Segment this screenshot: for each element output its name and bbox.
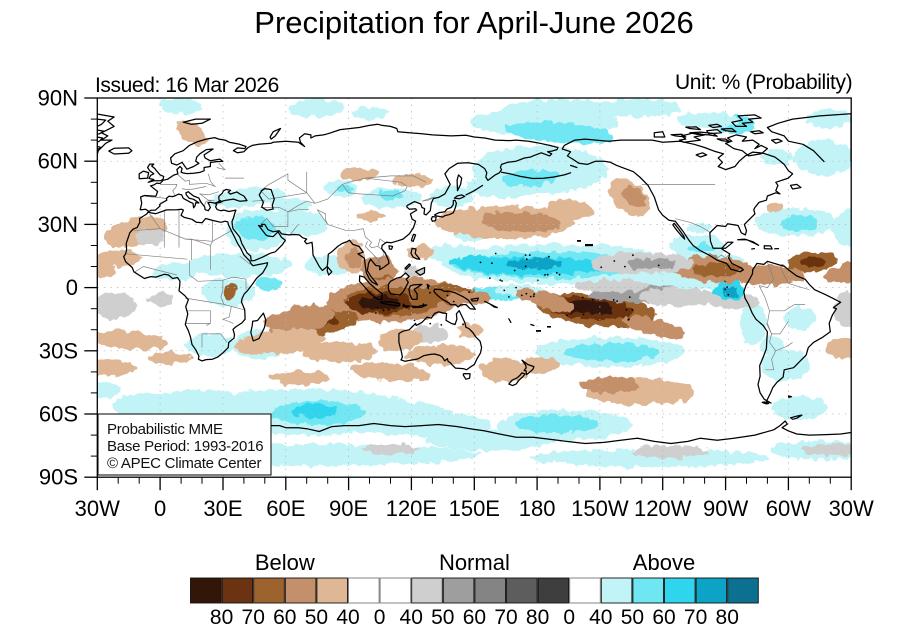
svg-text:Normal: Normal [439,550,510,575]
svg-text:150E: 150E [449,496,500,521]
svg-text:60S: 60S [39,402,78,427]
svg-text:80: 80 [210,606,233,629]
svg-text:70: 70 [684,606,707,629]
svg-text:0: 0 [374,606,386,629]
svg-text:30W: 30W [829,496,874,521]
svg-text:Above: Above [633,550,695,575]
svg-text:30E: 30E [203,496,242,521]
svg-text:Probabilistic MME: Probabilistic MME [107,421,223,438]
svg-text:50: 50 [431,606,454,629]
svg-text:0: 0 [563,606,575,629]
svg-text:80: 80 [526,606,549,629]
svg-text:180: 180 [519,496,556,521]
svg-text:60N: 60N [38,149,78,174]
svg-text:90S: 90S [39,465,78,490]
svg-text:150W: 150W [571,496,629,521]
svg-text:70: 70 [494,606,517,629]
svg-text:120E: 120E [386,496,437,521]
svg-text:60: 60 [273,606,296,629]
svg-text:0: 0 [66,275,78,300]
svg-text:Issued: 16 Mar 2026: Issued: 16 Mar 2026 [95,74,279,97]
svg-text:50: 50 [305,606,328,629]
svg-text:40: 40 [336,606,359,629]
svg-text:90W: 90W [703,496,748,521]
svg-text:40: 40 [589,606,612,629]
svg-text:30S: 30S [39,338,78,363]
svg-text:70: 70 [242,606,265,629]
svg-text:© APEC Climate Center: © APEC Climate Center [107,455,261,472]
svg-text:Precipitation for April-June 2: Precipitation for April-June 2026 [254,5,693,40]
svg-text:30N: 30N [38,212,78,237]
svg-text:120W: 120W [634,496,692,521]
svg-text:60W: 60W [766,496,811,521]
svg-text:50: 50 [621,606,644,629]
svg-text:90N: 90N [38,86,78,111]
svg-text:30W: 30W [75,496,120,521]
svg-text:90E: 90E [329,496,368,521]
svg-text:80: 80 [716,606,739,629]
svg-text:Below: Below [255,550,315,575]
svg-text:Unit: % (Probability): Unit: % (Probability) [675,71,852,94]
svg-text:60: 60 [652,606,675,629]
svg-text:0: 0 [154,496,166,521]
svg-text:60E: 60E [266,496,305,521]
svg-text:60: 60 [463,606,486,629]
svg-text:40: 40 [400,606,423,629]
svg-text:Base Period: 1993-2016: Base Period: 1993-2016 [107,438,263,455]
